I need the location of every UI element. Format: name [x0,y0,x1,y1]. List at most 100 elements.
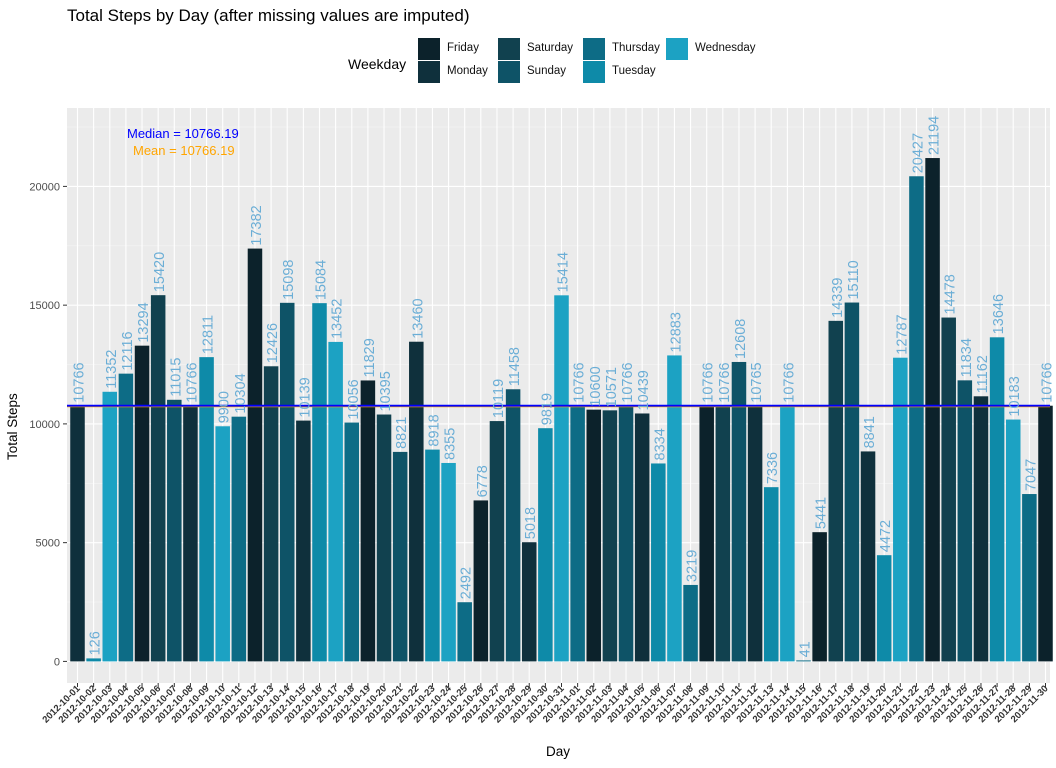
y-tick-label: 5000 [36,538,60,550]
y-axis-title: Total Steps [5,393,20,460]
legend-title: Weekday [348,56,407,72]
data-label: 13294 [136,302,152,342]
bar [183,405,198,662]
legend-label: Thursday [612,42,660,54]
bar [247,248,263,662]
bar [344,422,360,662]
legend-label: Saturday [527,42,574,54]
data-label: 8918 [426,414,442,446]
data-label: 6778 [475,465,491,497]
bar [279,302,295,662]
data-label: 10439 [636,370,652,410]
data-label: 11458 [507,347,523,386]
data-label: 8841 [862,416,878,448]
bar [602,410,618,662]
data-label: 13452 [330,299,346,339]
bar [715,405,731,662]
data-label: 2492 [459,567,475,599]
legend-swatch [418,38,440,60]
bar [167,399,182,662]
bar [876,555,892,662]
data-label: 12787 [894,314,910,354]
data-label: 14339 [830,278,846,318]
data-label: 11162 [975,355,991,393]
bar [441,462,456,662]
legend-label: Sunday [527,65,567,77]
bar [457,602,472,662]
data-label: 20427 [910,133,926,173]
bar [328,341,343,662]
data-label: 8334 [652,428,668,460]
bar [102,391,118,662]
y-tick-label: 20000 [29,181,60,193]
data-label: 10600 [588,366,604,406]
data-label: 10766 [781,362,797,402]
legend-swatch [666,38,688,60]
chart-title: Total Steps by Day (after missing values… [67,6,470,25]
bar [505,389,521,662]
bar [618,405,634,662]
bar [376,414,392,662]
data-label: 9900 [217,391,233,423]
bar [1005,419,1021,662]
data-label: 10766 [701,362,717,402]
legend-label: Monday [447,65,488,77]
bar [989,337,1005,662]
data-label: 15098 [281,259,297,299]
data-label: 10765 [749,362,765,402]
mean-label: Mean = 10766.19 [133,143,235,158]
data-label: 15420 [152,252,168,292]
data-label: 13460 [410,298,426,338]
median-label: Median = 10766.19 [127,126,239,141]
bar [360,380,376,662]
data-label: 13646 [991,294,1007,334]
bar [844,302,860,662]
bar [425,449,440,662]
data-label: 10119 [491,379,507,418]
bar [473,500,489,662]
data-label: 12426 [265,323,281,363]
data-label: 10139 [297,377,313,417]
bar [538,428,553,662]
bar [634,413,650,662]
legend-swatch [498,38,520,60]
bar [215,426,230,662]
data-label: 12811 [201,315,217,354]
bar [70,405,85,662]
data-label: 12883 [668,312,684,352]
data-label: 17382 [249,205,265,245]
data-label: 7336 [765,452,781,484]
data-label: 10183 [1007,376,1023,416]
legend-swatch [583,38,605,60]
data-label: 15110 [846,260,862,299]
bar [86,658,101,662]
bar [893,357,908,662]
legend-swatch [498,61,520,83]
data-label: 21194 [927,116,943,155]
bar [586,409,602,662]
data-label: 11834 [959,338,975,377]
data-label: 10395 [378,371,394,411]
bar [909,176,924,662]
data-label: 8821 [394,417,410,449]
bar [763,487,779,662]
data-label: 126 [88,631,104,655]
bar [150,295,166,662]
bar [731,361,747,662]
legend-swatch [418,61,440,83]
bar [925,158,940,662]
data-label: 12608 [733,319,749,359]
bar [1022,494,1037,662]
data-label: 15084 [314,260,330,300]
bar [699,405,714,662]
bar [747,405,763,662]
bar [489,421,505,662]
bar [973,396,989,662]
data-label: 9819 [539,393,555,425]
bar [231,416,247,662]
data-label: 10056 [346,379,362,419]
bar [1038,405,1053,662]
data-label: 3219 [685,550,701,582]
data-label: 12116 [120,331,136,370]
